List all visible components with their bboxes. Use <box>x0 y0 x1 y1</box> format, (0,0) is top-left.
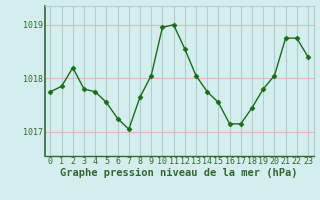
X-axis label: Graphe pression niveau de la mer (hPa): Graphe pression niveau de la mer (hPa) <box>60 168 298 178</box>
